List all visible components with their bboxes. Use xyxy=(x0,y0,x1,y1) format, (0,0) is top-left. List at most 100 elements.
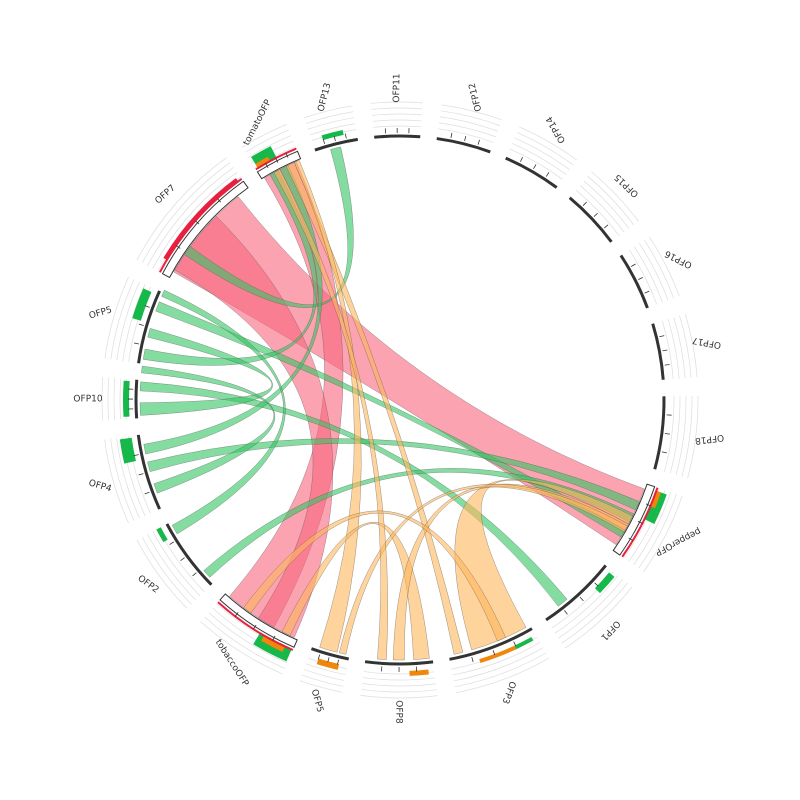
segment-label: OFP14 xyxy=(545,114,568,144)
track-bar xyxy=(514,637,534,650)
segment-tick xyxy=(195,220,200,225)
track-gridline xyxy=(455,657,550,694)
track-gridline xyxy=(516,132,574,166)
segment-tick xyxy=(564,610,568,615)
chord-links xyxy=(139,146,645,661)
track-gridline xyxy=(245,129,289,153)
track-gridline xyxy=(305,111,354,124)
segment-arc xyxy=(374,134,421,139)
segment-tick xyxy=(450,132,453,138)
track-bar xyxy=(156,527,168,543)
segment-label: OFP11 xyxy=(392,73,402,102)
segment-tick xyxy=(327,657,330,663)
track-bar xyxy=(594,572,615,594)
segment-tick xyxy=(533,164,537,169)
track-gridline xyxy=(673,317,686,379)
segment-tick xyxy=(513,641,517,647)
segment-tick xyxy=(175,245,181,249)
segment-tick xyxy=(594,582,599,587)
track-gridline xyxy=(141,162,231,264)
segment-tick xyxy=(333,135,336,142)
segment-label: OFP2 xyxy=(136,574,161,596)
track-gridline xyxy=(514,137,570,171)
track-gridline xyxy=(643,495,683,572)
segment-tick xyxy=(138,473,144,476)
track-gridline xyxy=(147,534,196,601)
segment-block xyxy=(256,150,302,180)
track-gridline xyxy=(681,395,693,477)
track-gridline xyxy=(200,621,283,675)
track-bar xyxy=(255,156,271,169)
track-gridline xyxy=(303,105,353,119)
track-bar xyxy=(119,437,136,464)
track-gridline xyxy=(679,315,692,378)
chord-link xyxy=(139,381,568,607)
track-gridline xyxy=(119,378,122,420)
track-gridline xyxy=(299,680,343,693)
chord-link xyxy=(273,169,388,660)
segment-tick xyxy=(582,201,587,206)
track-gridline xyxy=(509,148,563,180)
segment-tick xyxy=(477,139,480,145)
segment-tick xyxy=(144,491,150,495)
segment-label: OFP4 xyxy=(87,478,113,494)
segment-tick xyxy=(133,454,139,457)
track-gridline xyxy=(441,104,503,121)
segment-tick xyxy=(545,172,550,177)
track-bar xyxy=(123,380,130,417)
segment-arc xyxy=(619,254,649,309)
track-gridline xyxy=(307,117,355,130)
track-gridline xyxy=(667,318,680,379)
segment-arc xyxy=(134,379,139,419)
segment-label: OFP8 xyxy=(393,700,403,724)
segment-arc xyxy=(653,396,666,470)
track-gridline xyxy=(104,276,129,359)
track-gridline xyxy=(361,689,437,693)
track-gridline xyxy=(136,157,227,261)
track-gridline xyxy=(687,395,699,479)
segment-tick xyxy=(169,541,175,545)
track-gridline xyxy=(638,493,677,569)
segment-arc xyxy=(165,523,213,586)
track-gridline xyxy=(204,616,286,669)
track-gridline xyxy=(116,437,140,519)
segment-label: OFP7 xyxy=(153,183,177,206)
segment-tick xyxy=(253,624,257,630)
track-bar xyxy=(321,130,344,141)
track-bar xyxy=(261,634,286,652)
segment-tick xyxy=(344,133,347,139)
track-gridline xyxy=(371,107,423,110)
track-gridline xyxy=(511,143,567,175)
track-gridline xyxy=(453,647,544,682)
segment-tick xyxy=(492,650,496,656)
track-gridline xyxy=(579,185,625,233)
chord-link xyxy=(142,170,318,366)
track-gridline xyxy=(669,396,681,474)
track-gridlines xyxy=(101,101,699,699)
segment-label: OFP13 xyxy=(317,82,334,113)
track-gridline xyxy=(664,396,675,472)
segment-tick xyxy=(471,657,474,663)
segment-tick xyxy=(285,152,289,158)
track-gridline xyxy=(628,249,658,305)
segment-block xyxy=(612,483,656,556)
segment-block xyxy=(161,180,249,279)
track-gridline xyxy=(136,539,188,609)
segment-tick xyxy=(520,157,523,162)
segments xyxy=(128,128,672,672)
segment-tick xyxy=(645,503,651,507)
segment-tick xyxy=(659,335,665,338)
track-gridline xyxy=(554,575,619,634)
track-gridline xyxy=(370,101,423,104)
chord-link xyxy=(174,215,334,638)
segment-tick xyxy=(464,135,467,142)
track-bar xyxy=(132,288,152,321)
track-gridline xyxy=(363,671,435,675)
track-gridline xyxy=(639,243,669,301)
track-gridline xyxy=(113,378,116,420)
track-gridline xyxy=(309,123,356,136)
segment-arc xyxy=(568,196,613,243)
segment-tick xyxy=(644,290,650,294)
